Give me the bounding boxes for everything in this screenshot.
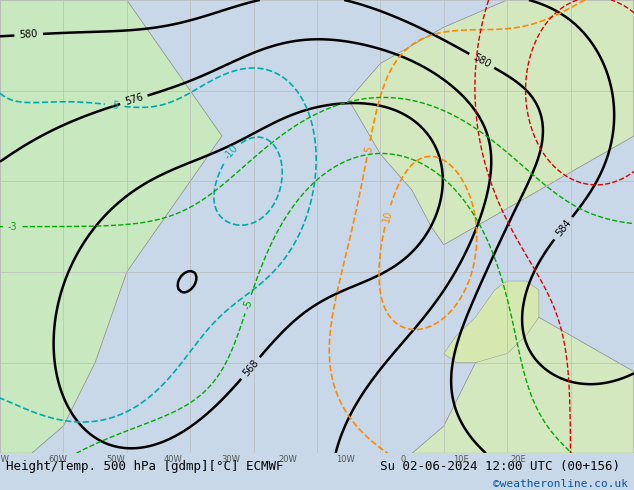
Text: 584: 584: [553, 218, 573, 239]
Polygon shape: [412, 318, 634, 453]
Text: 0: 0: [401, 455, 406, 464]
Text: ©weatheronline.co.uk: ©weatheronline.co.uk: [493, 480, 628, 490]
Text: 20W: 20W: [279, 455, 297, 464]
Text: -5: -5: [242, 298, 254, 310]
Text: -3: -3: [8, 221, 18, 232]
Text: 60W: 60W: [48, 455, 67, 464]
Text: Su 02-06-2024 12:00 UTC (00+156): Su 02-06-2024 12:00 UTC (00+156): [380, 460, 621, 473]
Polygon shape: [349, 0, 634, 245]
Text: 5: 5: [363, 145, 374, 153]
Text: 50W: 50W: [106, 455, 125, 464]
Text: Height/Temp. 500 hPa [gdmp][°C] ECMWF: Height/Temp. 500 hPa [gdmp][°C] ECMWF: [6, 460, 284, 473]
Text: 10W: 10W: [337, 455, 355, 464]
Text: 576: 576: [124, 92, 144, 107]
Text: -10: -10: [223, 143, 241, 161]
Text: 10E: 10E: [453, 455, 469, 464]
Text: 10: 10: [381, 209, 394, 223]
Text: 568: 568: [241, 358, 261, 378]
Text: 30W: 30W: [221, 455, 240, 464]
Text: 70W: 70W: [0, 455, 10, 464]
Text: 580: 580: [19, 29, 38, 40]
Text: -5: -5: [109, 100, 120, 111]
Text: 20E: 20E: [511, 455, 527, 464]
Text: 40W: 40W: [164, 455, 183, 464]
Text: 580: 580: [471, 52, 492, 70]
Polygon shape: [0, 0, 222, 453]
Polygon shape: [444, 281, 539, 363]
